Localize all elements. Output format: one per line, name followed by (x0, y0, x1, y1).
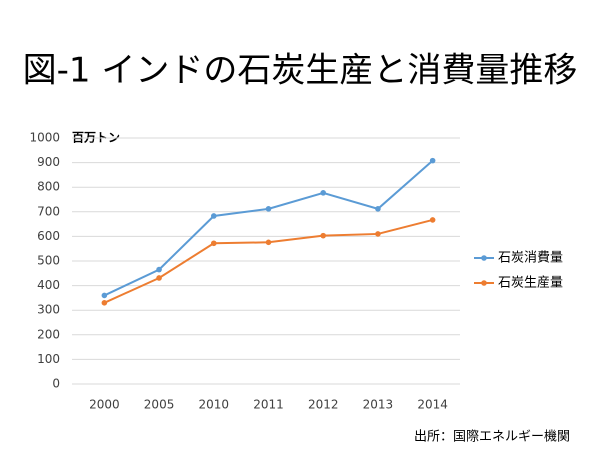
x-tick-label: 2012 (308, 398, 339, 412)
data-point (101, 292, 108, 299)
y-tick-label: 0 (52, 377, 60, 391)
data-point (320, 190, 327, 196)
series-line (103, 159, 434, 297)
data-point (429, 157, 436, 164)
legend-label: 石炭消費量 (498, 251, 563, 266)
x-tick-label: 2000 (89, 398, 120, 412)
data-point (156, 275, 162, 281)
y-tick-label: 500 (37, 254, 60, 268)
data-point (101, 300, 108, 306)
data-point (156, 266, 162, 273)
data-point (265, 206, 272, 212)
data-point (429, 217, 436, 223)
x-tick-label: 2011 (253, 398, 284, 412)
y-tick-label: 1000 (29, 131, 60, 145)
legend-marker (481, 255, 487, 261)
legend-label: 石炭生産量 (498, 275, 563, 291)
chart-title: 図-1 インドの石炭生産と消費量推移 (23, 51, 578, 91)
data-point (375, 206, 381, 212)
y-tick-label: 900 (37, 155, 60, 169)
y-tick-label: 700 (37, 204, 60, 218)
x-tick-label: 2010 (199, 398, 230, 412)
data-point (210, 213, 217, 219)
x-tick-label: 2005 (144, 398, 175, 412)
y-tick-label: 800 (37, 180, 60, 194)
source: 出所：国際エネルギー機関 (414, 430, 570, 445)
y-tick-label: 100 (37, 352, 60, 366)
data-point (210, 240, 217, 247)
y-tick-label: 200 (37, 327, 60, 341)
y-tick-label: 300 (37, 303, 60, 317)
x-tick-label: 2013 (363, 398, 394, 412)
legend-marker (481, 280, 487, 286)
data-point (265, 239, 272, 246)
y-tick-label: 600 (37, 229, 60, 243)
y-tick-label: 400 (37, 278, 60, 292)
x-tick-label: 2014 (417, 398, 448, 412)
data-point (320, 232, 327, 239)
data-point (375, 231, 381, 237)
